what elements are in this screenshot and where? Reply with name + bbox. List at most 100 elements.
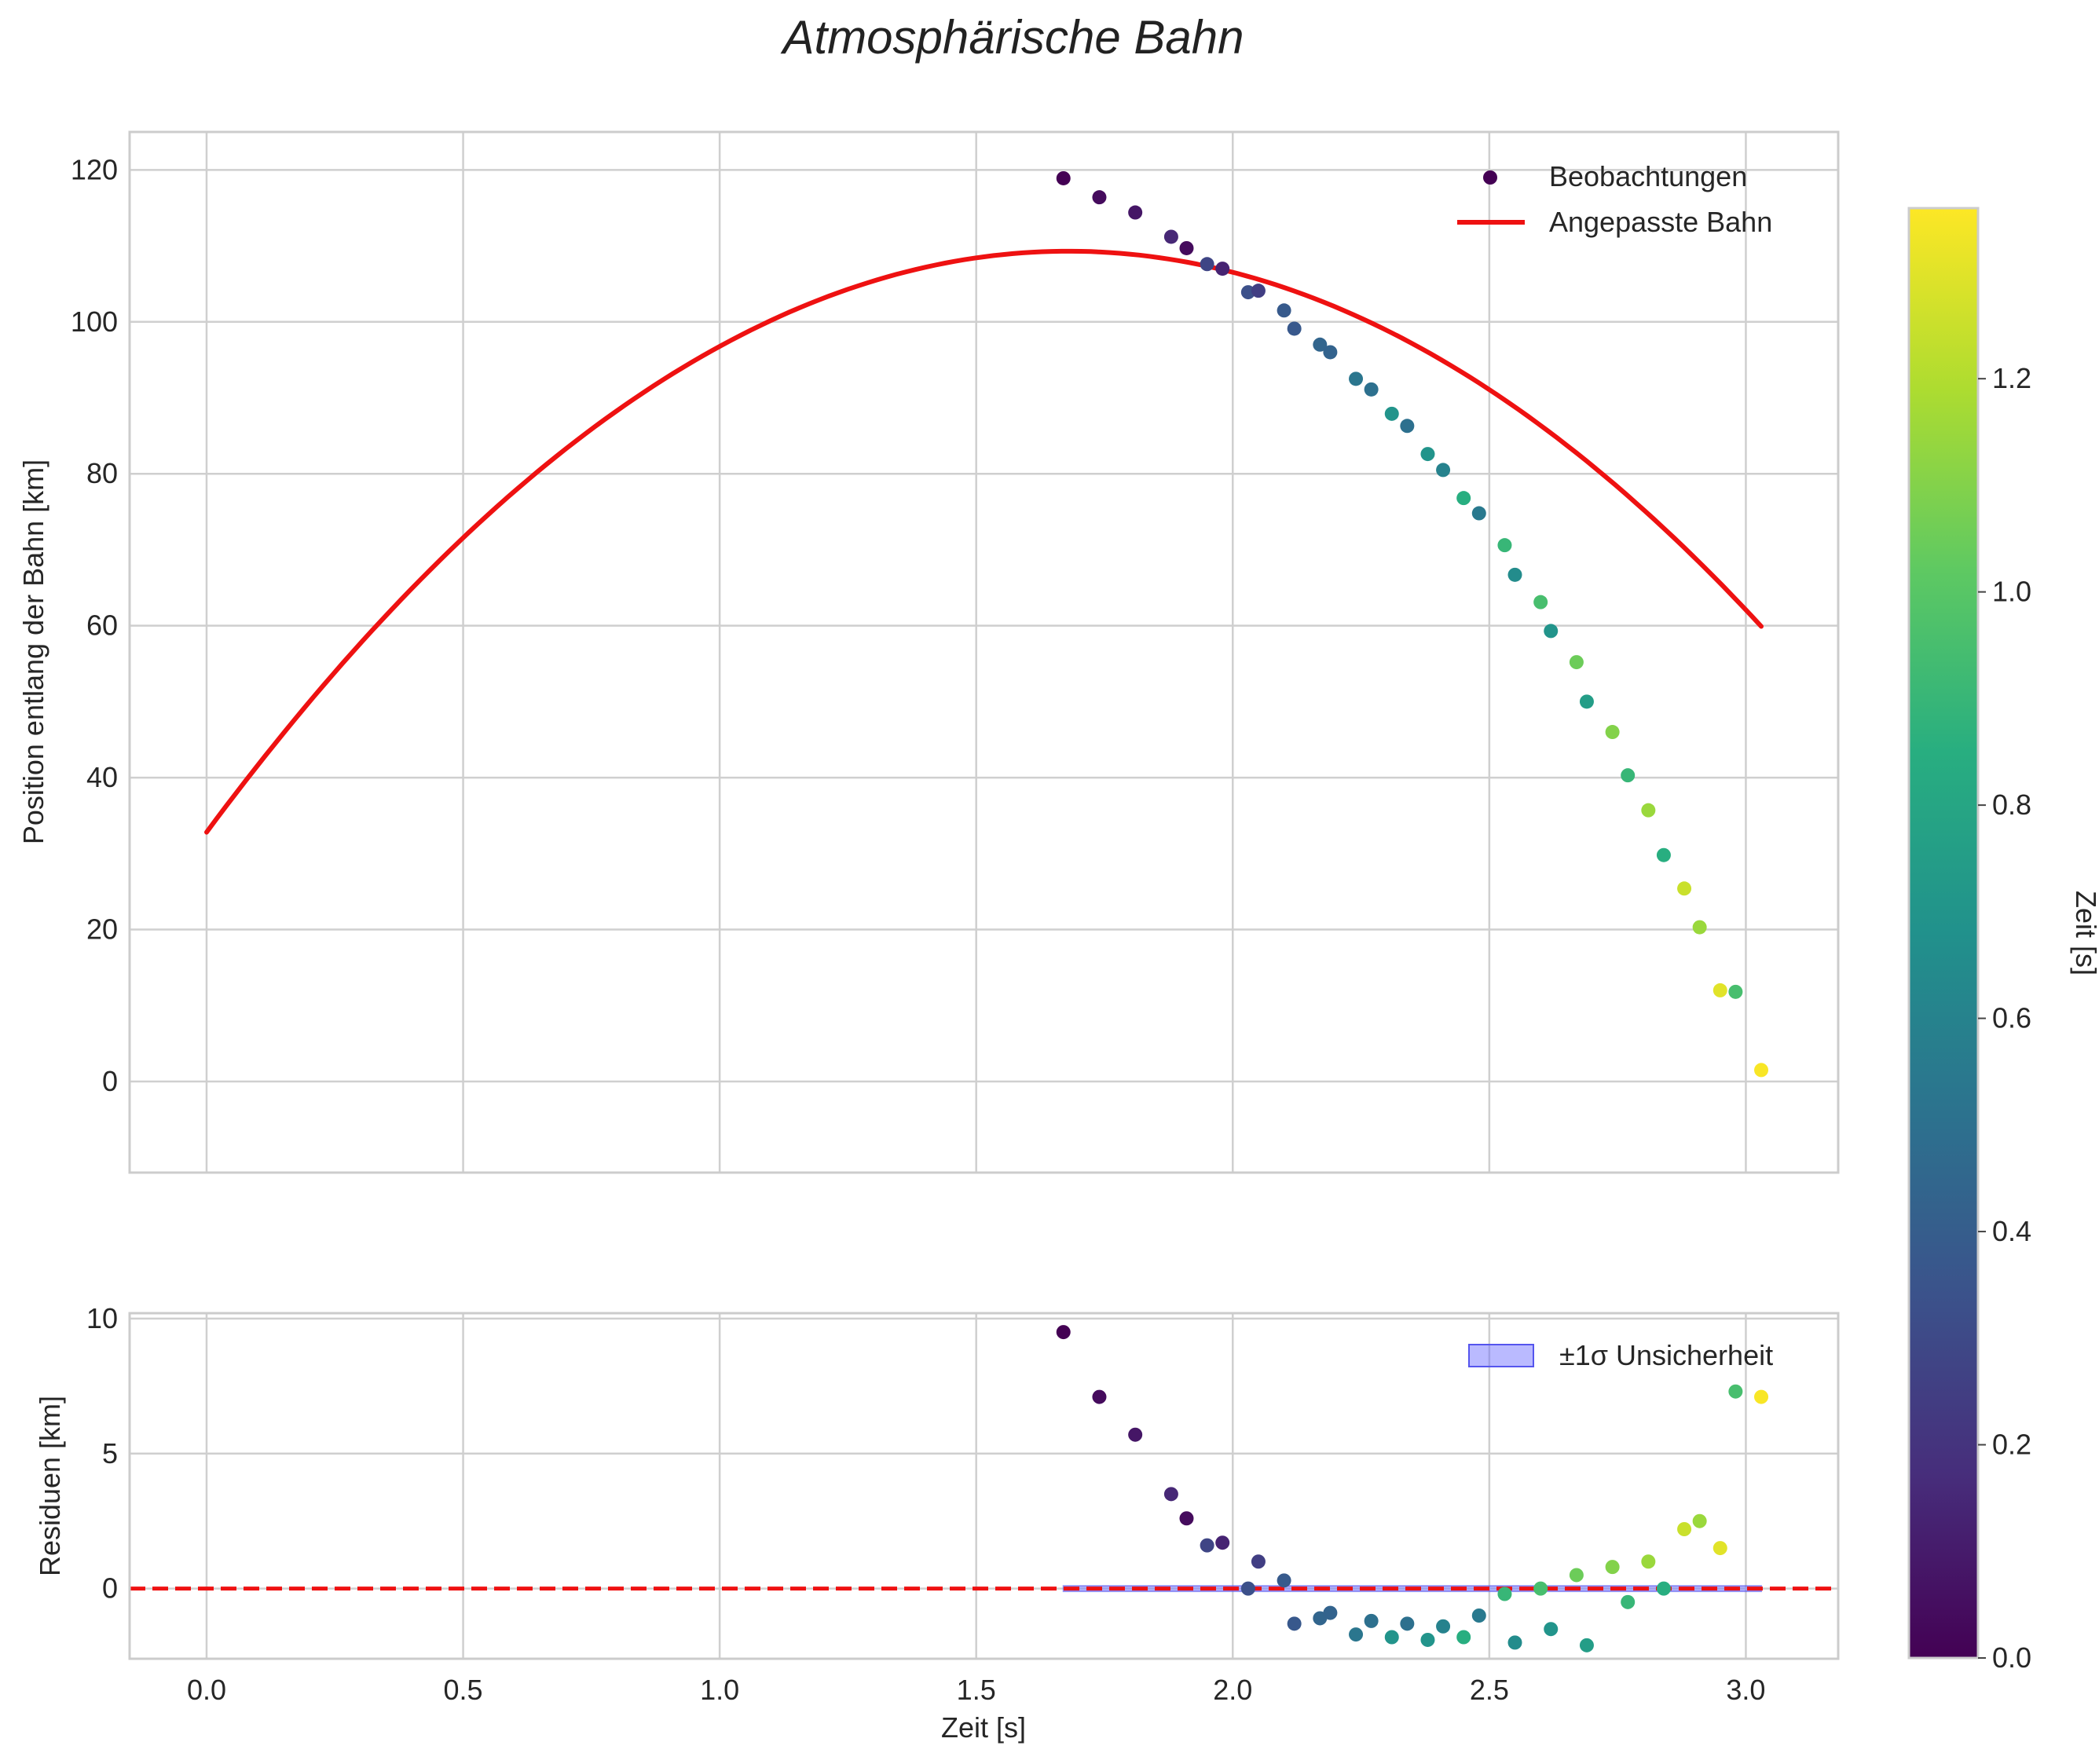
observation-point bbox=[1056, 170, 1071, 185]
observation-points bbox=[1056, 170, 1769, 1078]
observation-point bbox=[1456, 491, 1471, 506]
observation-point bbox=[1569, 655, 1584, 670]
top-y-tick-label: 80 bbox=[86, 457, 118, 489]
observation-point bbox=[1179, 240, 1194, 255]
colorbar-tick-label: 0.2 bbox=[1992, 1429, 2031, 1461]
residual-point bbox=[1692, 1513, 1707, 1528]
residual-point bbox=[1728, 1384, 1743, 1399]
colorbar-tick-label: 0.4 bbox=[1992, 1215, 2031, 1247]
bottom-x-ticks: 0.0 0.5 1.0 1.5 2.0 2.5 3.0 bbox=[187, 1674, 1766, 1706]
observation-point bbox=[1277, 303, 1291, 318]
bottom-y-tick-label: 5 bbox=[102, 1437, 118, 1469]
colorbar-tick-label: 1.2 bbox=[1992, 362, 2031, 394]
residual-point bbox=[1605, 1560, 1620, 1575]
observation-point bbox=[1579, 694, 1594, 709]
residual-point bbox=[1056, 1325, 1071, 1340]
colorbar-ticks: 0.0 0.2 0.4 0.6 0.8 1.0 1.2 bbox=[1978, 362, 2031, 1674]
top-legend: Beobachtungen Angepasste Bahn bbox=[1457, 160, 1772, 238]
observation-point bbox=[1605, 725, 1620, 740]
observation-point bbox=[1200, 257, 1214, 272]
bottom-y-tick-label: 10 bbox=[86, 1302, 118, 1334]
x-tick-label: 1.0 bbox=[700, 1674, 739, 1706]
residual-point bbox=[1384, 1630, 1399, 1645]
residual-point bbox=[1200, 1538, 1214, 1553]
residual-point bbox=[1400, 1616, 1415, 1631]
observation-point bbox=[1656, 847, 1671, 862]
observation-point bbox=[1677, 881, 1692, 896]
observation-point bbox=[1533, 595, 1548, 609]
residual-point bbox=[1656, 1581, 1671, 1596]
residual-point bbox=[1497, 1587, 1512, 1601]
observation-point bbox=[1471, 506, 1486, 521]
colorbar bbox=[1907, 207, 1980, 1660]
residual-point bbox=[1456, 1630, 1471, 1645]
top-gridlines bbox=[130, 132, 1838, 1173]
residual-point bbox=[1471, 1608, 1486, 1623]
residual-point bbox=[1251, 1554, 1266, 1569]
observation-point bbox=[1323, 345, 1338, 360]
bottom-plot-frame bbox=[128, 1312, 1840, 1660]
observation-point bbox=[1364, 382, 1379, 397]
top-y-tick-label: 40 bbox=[86, 761, 118, 793]
observation-point bbox=[1497, 538, 1512, 553]
residual-point bbox=[1163, 1487, 1178, 1502]
top-y-tick-label: 20 bbox=[86, 913, 118, 946]
residual-point bbox=[1420, 1632, 1435, 1647]
top-plot-frame bbox=[128, 130, 1840, 1174]
residual-point bbox=[1579, 1638, 1594, 1652]
colorbar-tick-label: 0.0 bbox=[1992, 1641, 2031, 1674]
observation-point bbox=[1692, 920, 1707, 935]
colorbar-tick-label: 0.6 bbox=[1992, 1002, 2031, 1034]
observation-point bbox=[1621, 768, 1636, 783]
top-y-tick-label: 0 bbox=[102, 1065, 118, 1097]
residual-point bbox=[1349, 1627, 1364, 1642]
residual-point bbox=[1323, 1605, 1338, 1620]
top-y-ticks: 0 20 40 60 80 100 120 bbox=[71, 153, 118, 1097]
observation-point bbox=[1251, 284, 1266, 298]
residual-point bbox=[1277, 1573, 1291, 1588]
x-tick-label: 2.0 bbox=[1213, 1674, 1252, 1706]
legend-line-label: Angepasste Bahn bbox=[1549, 206, 1772, 238]
residual-point bbox=[1128, 1427, 1143, 1442]
residual-point bbox=[1754, 1389, 1769, 1404]
observation-point bbox=[1544, 624, 1559, 639]
observation-point bbox=[1400, 419, 1415, 434]
chart-title: Atmosphärische Bahn bbox=[781, 11, 1244, 64]
observation-point bbox=[1436, 463, 1451, 478]
x-tick-label: 0.5 bbox=[444, 1674, 483, 1706]
residual-point bbox=[1533, 1581, 1548, 1596]
legend-band-label: ±1σ Unsicherheit bbox=[1559, 1339, 1773, 1371]
residual-point bbox=[1240, 1581, 1255, 1596]
fit-curve-line bbox=[204, 248, 1764, 835]
top-y-tick-label: 100 bbox=[71, 306, 118, 338]
top-y-tick-label: 120 bbox=[71, 153, 118, 185]
observation-point bbox=[1287, 321, 1302, 336]
colorbar-label: Zeit [s] bbox=[2070, 891, 2099, 975]
observation-point bbox=[1313, 337, 1328, 352]
bottom-y-axis-label: Residuen [km] bbox=[34, 1396, 66, 1576]
observation-point bbox=[1713, 983, 1727, 997]
observation-point bbox=[1128, 205, 1143, 220]
residual-points bbox=[1056, 1325, 1769, 1652]
x-tick-label: 0.0 bbox=[187, 1674, 226, 1706]
x-tick-label: 3.0 bbox=[1726, 1674, 1765, 1706]
observation-point bbox=[1728, 984, 1743, 999]
residual-point bbox=[1677, 1522, 1692, 1536]
legend-scatter-marker bbox=[1483, 170, 1497, 185]
observation-point bbox=[1163, 229, 1178, 244]
observation-point bbox=[1349, 371, 1364, 386]
x-tick-label: 1.5 bbox=[957, 1674, 996, 1706]
observation-point bbox=[1507, 567, 1522, 582]
legend-scatter-label: Beobachtungen bbox=[1549, 160, 1747, 192]
observation-point bbox=[1641, 803, 1656, 818]
colorbar-tick-label: 1.0 bbox=[1992, 576, 2031, 608]
colorbar-tick-label: 0.8 bbox=[1992, 789, 2031, 821]
bottom-y-ticks: 0 5 10 bbox=[86, 1302, 118, 1605]
x-axis-label: Zeit [s] bbox=[941, 1711, 1026, 1744]
x-tick-label: 2.5 bbox=[1470, 1674, 1509, 1706]
residual-point bbox=[1287, 1616, 1302, 1631]
residual-point bbox=[1364, 1613, 1379, 1628]
bottom-legend: ±1σ Unsicherheit bbox=[1468, 1339, 1773, 1371]
observation-point bbox=[1215, 262, 1230, 276]
